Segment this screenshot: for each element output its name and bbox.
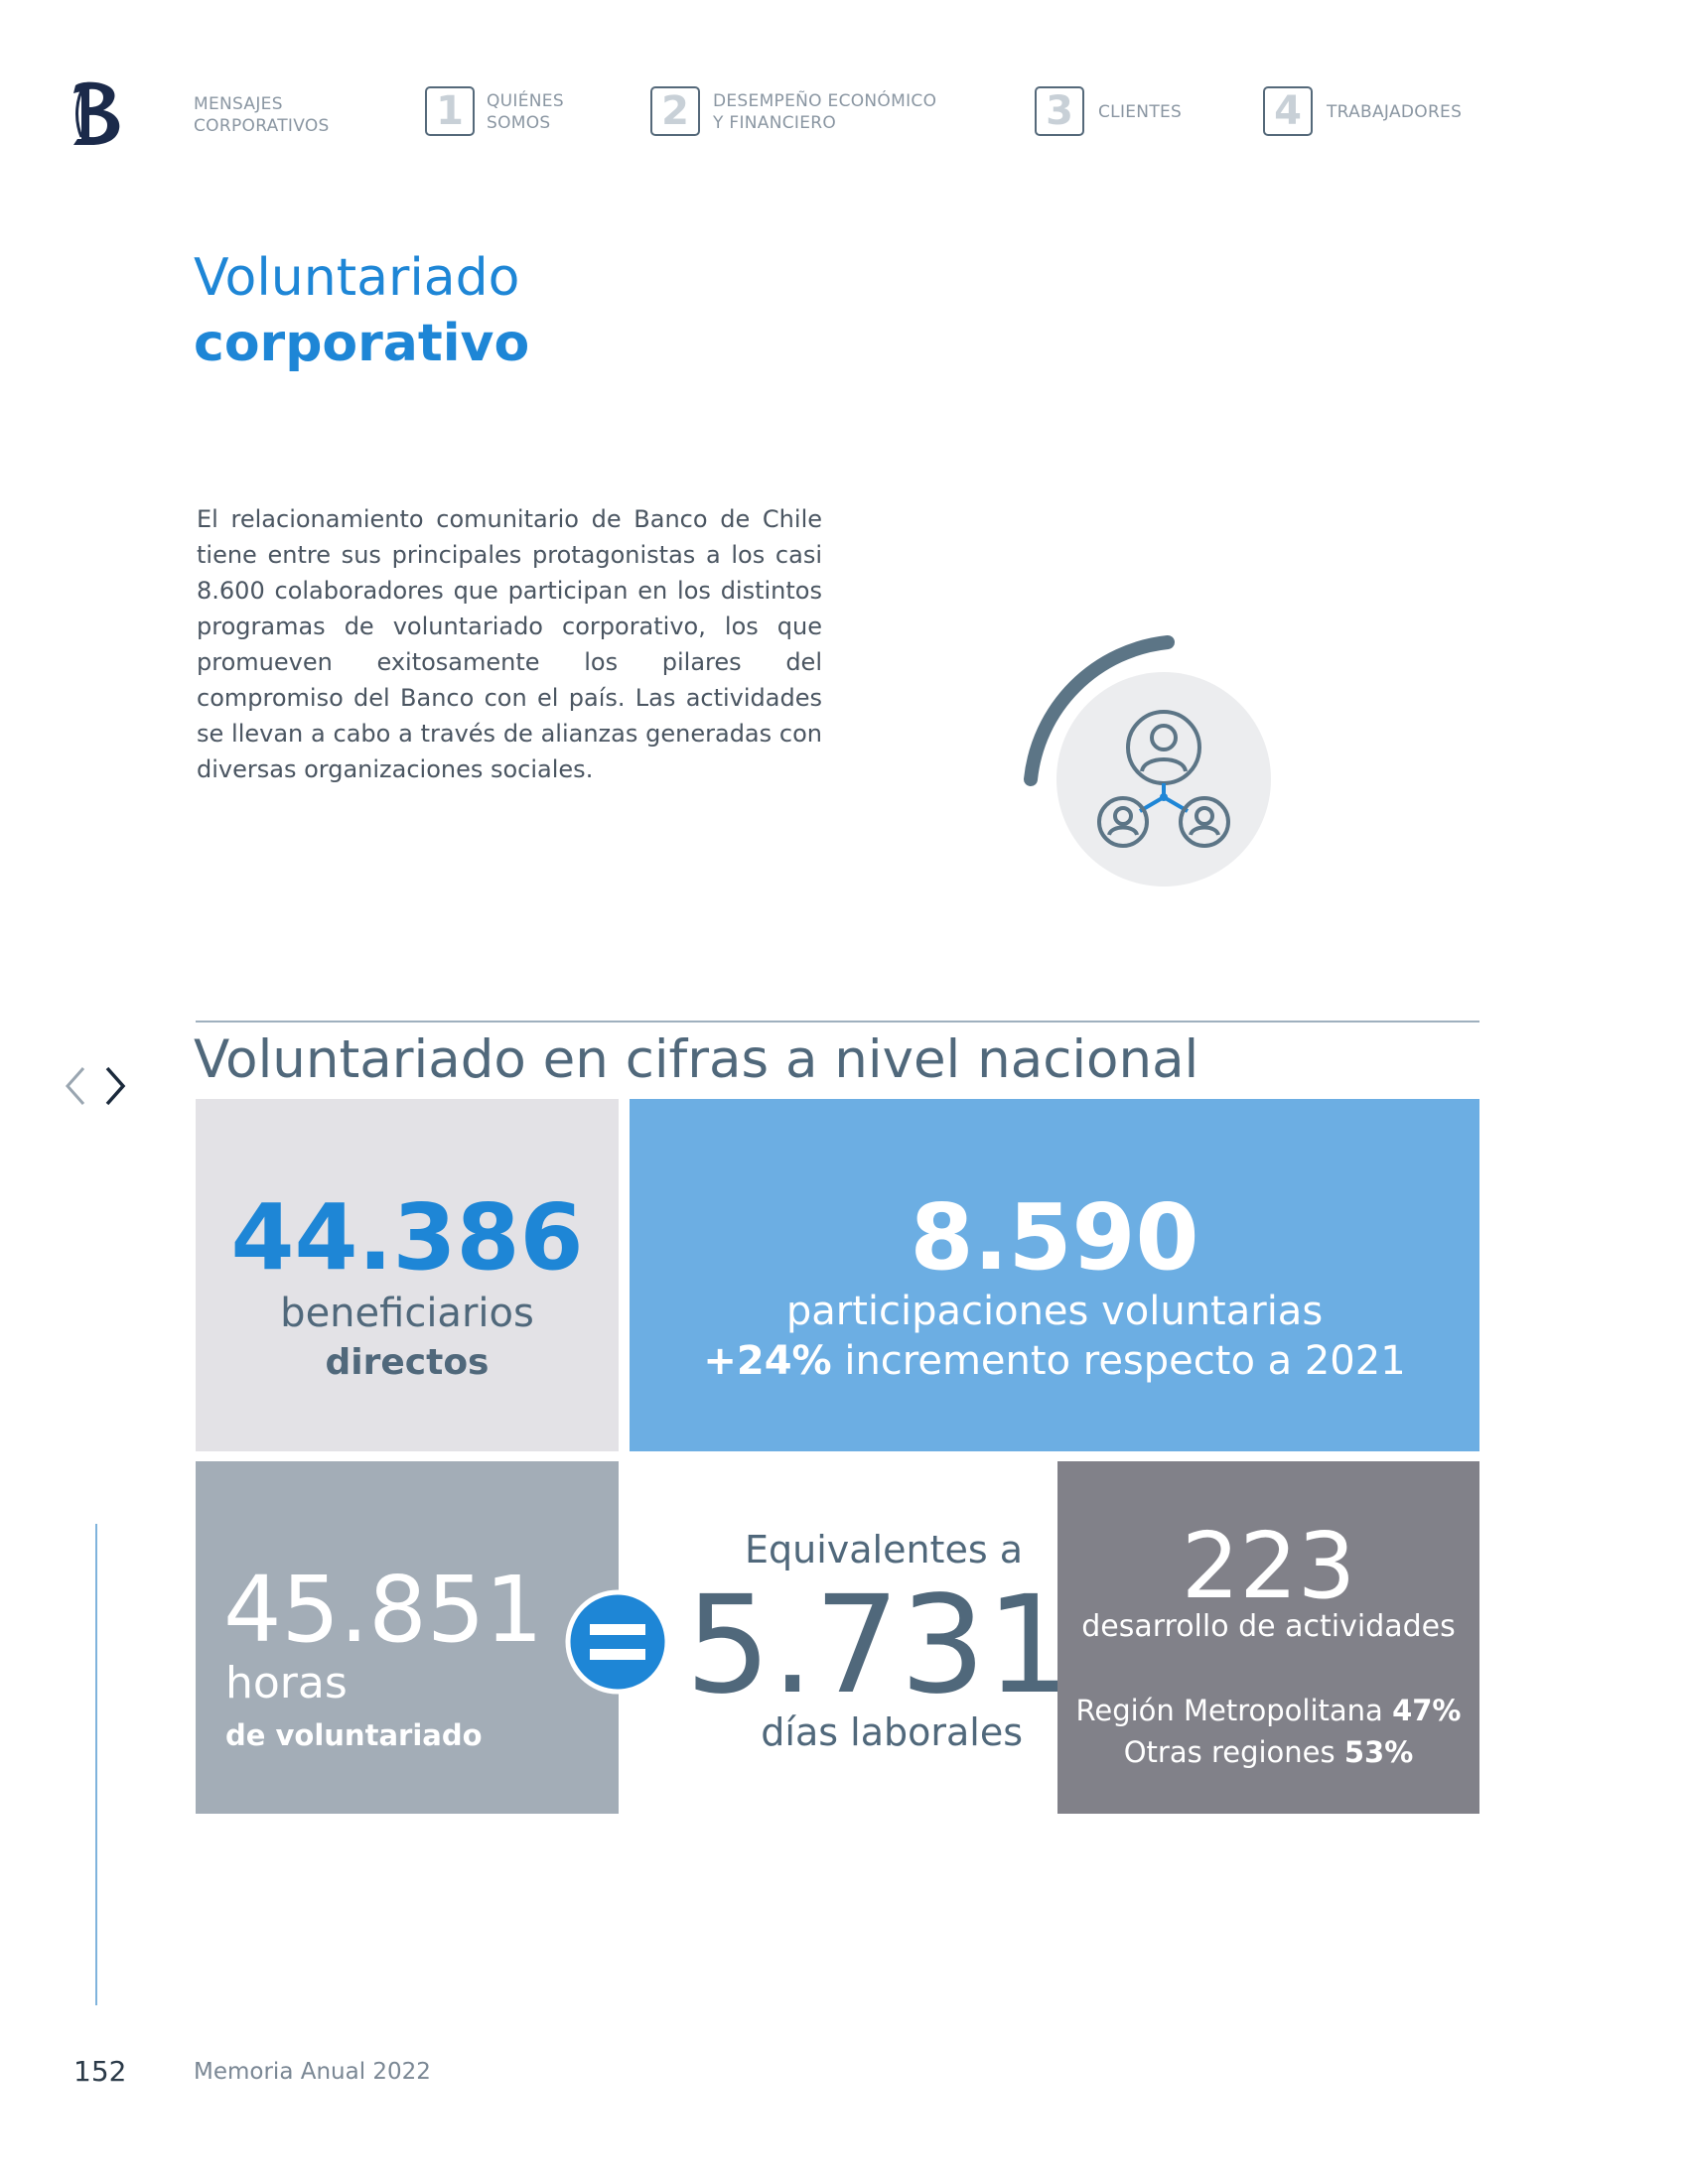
nav-label-line2: SOMOS [487,113,551,133]
nav-label-line1: DESEMPEÑO ECONÓMICO [713,91,937,111]
equals-icon [564,1588,671,1696]
nav-label-line2: Y FINANCIERO [713,113,837,133]
nav-item-mensajes[interactable]: MENSAJES CORPORATIVOS [194,93,330,137]
nav-number-1[interactable]: 1 [425,86,475,136]
nav-item-desempeno[interactable]: DESEMPEÑO ECONÓMICO Y FINANCIERO [713,90,936,134]
page-title-line2: corporativo [194,314,530,373]
nav-label-line2: CORPORATIVOS [194,116,330,136]
participations-label: participaciones voluntarias [785,1289,1324,1334]
beneficiaries-label: beneficiarios [280,1291,534,1336]
region-metropolitana: Región Metropolitana 47% [1057,1692,1479,1729]
region2-label: Otras regiones [1123,1735,1344,1769]
nav-number-4[interactable]: 4 [1263,86,1313,136]
region2-percent: 53% [1343,1735,1414,1769]
beneficiaries-value: 44.386 [230,1184,584,1291]
nav-item-trabajadores[interactable]: TRABAJADORES [1327,102,1463,122]
beneficiaries-sublabel: directos [325,1342,490,1383]
participations-value: 8.590 [910,1184,1199,1291]
region-otras: Otras regiones 53% [1057,1733,1479,1771]
nav-label-line1: QUIÉNES [487,91,564,111]
hours-value: 45.851 [223,1557,543,1663]
nav-number-3[interactable]: 3 [1035,86,1084,136]
section-divider [196,1021,1479,1023]
participations-increase: +24% incremento respecto a 2021 [630,1337,1479,1385]
chevron-right-icon[interactable] [103,1064,129,1108]
activities-value: 223 [1181,1513,1356,1619]
nav-number-2[interactable]: 2 [650,86,700,136]
page-number: 152 [73,2055,127,2088]
chevron-left-icon[interactable] [62,1064,87,1108]
people-network-icon [1013,630,1281,888]
intro-paragraph: El relacionamiento comunitario de Banco … [197,505,822,783]
activities-label: desarrollo de actividades [1081,1609,1456,1644]
equivalence-value: 5.731 [685,1568,1072,1724]
stat-participations: 8.590 participaciones voluntarias +24% i… [630,1099,1479,1451]
equivalence-prefix: Equivalentes a [744,1528,1023,1571]
increase-percent: +24% [703,1338,832,1384]
region1-percent: 47% [1392,1694,1462,1727]
stat-beneficiaries: 44.386 beneficiarios directos [196,1099,619,1451]
equivalence-label: días laborales [761,1710,1023,1754]
nav-item-quienes-somos[interactable]: QUIÉNES SOMOS [487,90,564,134]
hours-sublabel: de voluntariado [225,1718,483,1752]
nav-item-clientes[interactable]: CLIENTES [1098,102,1183,122]
bank-logo-icon[interactable] [68,77,129,149]
increase-text: incremento respecto a 2021 [831,1338,1406,1384]
stat-hours: 45.851 horas de voluntariado [196,1461,619,1814]
side-accent-line [95,1524,97,2005]
nav-label-line1: MENSAJES [194,94,283,114]
page-title-line1: Voluntariado [194,248,520,308]
document-title: Memoria Anual 2022 [194,2059,431,2085]
hours-label: horas [225,1658,348,1708]
region1-label: Región Metropolitana [1075,1694,1393,1727]
stat-activities: 223 desarrollo de actividades Región Met… [1057,1461,1479,1814]
section-title: Voluntariado en cifras a nivel nacional [194,1029,1199,1090]
